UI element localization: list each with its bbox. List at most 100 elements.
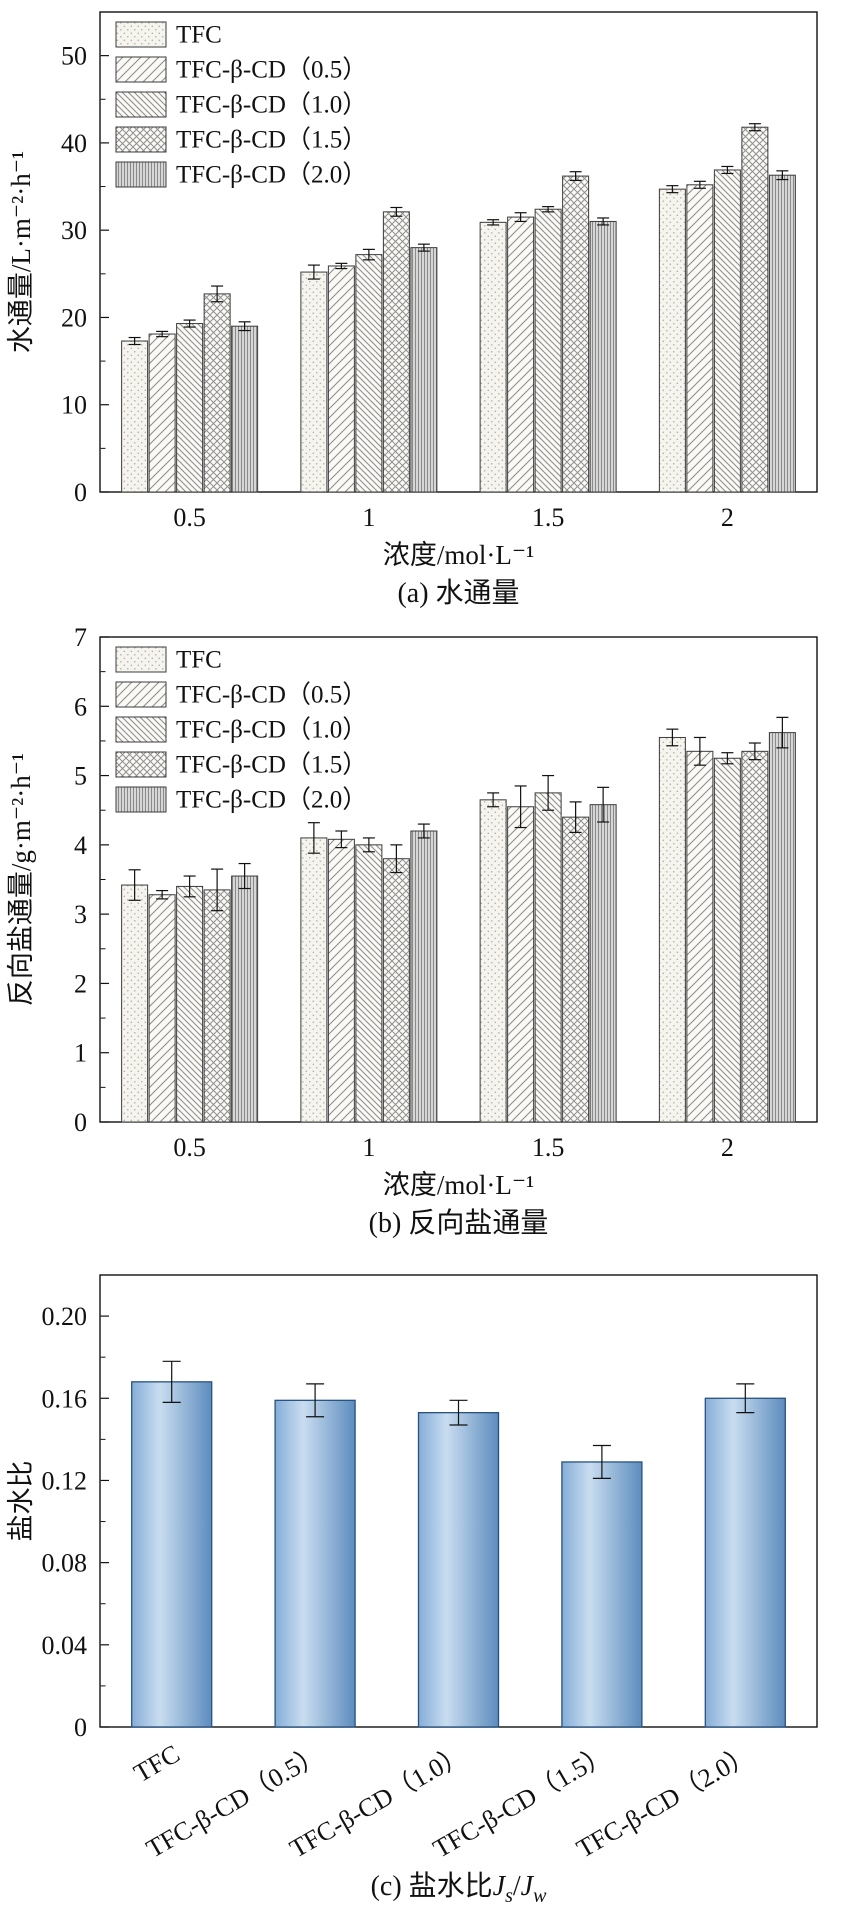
legend-swatch-TFC-β-CD（2.0） [115, 786, 167, 813]
y-tick-label: 5 [74, 762, 87, 791]
bar-TFC-β-CD（1.0）-1.5 [534, 792, 562, 1123]
bar-TFC-β-CD（0.5）-1 [327, 838, 355, 1123]
bar-TFC-β-CD（1.5）-2 [741, 126, 769, 493]
bar-TFC-β-CD（1.5）-1 [382, 858, 410, 1123]
bar-TFC-β-CD（1.0）-0.5 [176, 885, 204, 1123]
y-tick-label: 0.12 [42, 1466, 88, 1495]
caption: (b) 反向盐通量 [369, 1207, 549, 1239]
legend-label-TFC-β-CD（0.5）: TFC-β-CD（0.5） [176, 681, 367, 709]
x-tick-label: 1 [362, 503, 375, 532]
y-tick-label: 3 [74, 900, 87, 929]
chart-b-svg: 0 1 2 3 4 5 6 7 0.5 1 1.5 2 TFC TFC-β-CD（0.5） TFC-β-CD… [6, 623, 818, 1239]
bar-TFC-1.5 [479, 221, 507, 493]
bar-TFC-β-CD（2.0）-1 [410, 830, 438, 1123]
bar-TFC-1 [300, 837, 328, 1123]
bar-TFC-β-CD（1.5）-0.5 [203, 293, 231, 493]
y-tick-label: 0 [74, 1713, 87, 1742]
legend-swatch-TFC-β-CD（0.5） [115, 56, 167, 83]
y-tick-label: 20 [61, 303, 87, 332]
x-tick-label: 2 [721, 1133, 734, 1162]
y-tick-label: 7 [74, 625, 87, 652]
bar-TFC-1.5 [479, 799, 507, 1123]
y-axis-title: 盐水比 [6, 1461, 36, 1542]
x-axis-title: 浓度/mol·L⁻¹ [383, 1170, 534, 1200]
y-tick-label: 40 [61, 129, 87, 158]
plot-frame [99, 11, 818, 493]
bar-TFC-β-CD（0.5）-2 [686, 750, 714, 1123]
bar-TFC-β-CD（2.0） [704, 1397, 786, 1728]
legend-swatch-TFC [115, 646, 167, 673]
bar-TFC-β-CD（1.0）-1 [355, 844, 383, 1123]
chart-c-salt-water-ratio: 0 0.04 0.08 0.12 0.16 0.20 TFC TFC-β-CD（0.5） TFC… [0, 1255, 843, 1918]
y-tick-label: 0.04 [42, 1631, 88, 1660]
legend-label-TFC: TFC [176, 22, 222, 49]
legend-label-TFC-β-CD（1.5）: TFC-β-CD（1.5） [176, 126, 367, 154]
bar-TFC-β-CD（1.5）-1.5 [562, 816, 590, 1123]
x-tick-label: 1 [362, 1133, 375, 1162]
chart-a-water-flux: 0 10 20 30 40 50 0.5 1 1.5 2 TFC TFC-β-CD（0.5） TFC-β… [0, 0, 843, 625]
bar-TFC-2 [658, 736, 686, 1123]
bar-TFC-β-CD（1.0）-1.5 [534, 208, 562, 493]
x-axis-title: 浓度/mol·L⁻¹ [383, 540, 534, 570]
bar-TFC-β-CD（0.5）-1.5 [507, 806, 535, 1123]
bar-TFC-0.5 [121, 884, 149, 1123]
bar-TFC-2 [658, 188, 686, 493]
bar-TFC-β-CD（2.0）-2 [768, 174, 796, 493]
legend-swatch-TFC-β-CD（1.0） [115, 716, 167, 743]
bar-TFC-β-CD（2.0）-1.5 [589, 804, 617, 1123]
legend-label-TFC-β-CD（0.5）: TFC-β-CD（0.5） [176, 56, 367, 84]
x-tick-label: 1.5 [532, 503, 565, 532]
y-tick-label: 1 [74, 1039, 87, 1068]
legend-swatch-TFC-β-CD（0.5） [115, 681, 167, 708]
bar-TFC-β-CD（1.0）-1 [355, 254, 383, 493]
bar-TFC-β-CD（1.0）-0.5 [176, 323, 204, 493]
legend-swatch-TFC-β-CD（1.0） [115, 91, 167, 118]
bar-TFC-β-CD（0.5）-0.5 [148, 894, 176, 1123]
x-tick-label: 2 [721, 503, 734, 532]
chart-c-svg: 00.040.080.120.160.20TFCTFC-β-CD（0.5）TFC… [6, 1274, 818, 1907]
caption: (a) 水通量 [397, 577, 519, 609]
y-tick-label: 6 [74, 692, 87, 721]
x-tick-label: 0.5 [173, 503, 206, 532]
bar-TFC-β-CD（0.5）-1.5 [507, 216, 535, 493]
bar-TFC-β-CD（0.5） [274, 1399, 356, 1728]
legend-swatch-TFC [115, 21, 167, 48]
bar-TFC-β-CD（1.5）-0.5 [203, 889, 231, 1123]
legend-swatch-TFC-β-CD（1.5） [115, 126, 167, 153]
bar-TFC-1 [300, 271, 328, 493]
y-tick-label: 50 [61, 42, 87, 71]
chart-a-svg: 0 10 20 30 40 50 0.5 1 1.5 2 TFC TFC-β-CD（0.5） TFC-β… [6, 11, 818, 609]
y-tick-label: 0.08 [42, 1549, 88, 1578]
bar-TFC-β-CD（2.0）-2 [768, 732, 796, 1123]
y-tick-label: 30 [61, 216, 87, 245]
y-tick-label: 0.20 [42, 1302, 88, 1331]
bar-TFC-β-CD（0.5）-1 [327, 265, 355, 493]
legend-label-TFC: TFC [176, 647, 222, 674]
bar-TFC-β-CD（2.0）-0.5 [231, 875, 259, 1123]
bar-TFC-β-CD（0.5）-2 [686, 184, 714, 493]
bar-TFC-β-CD（1.5）-2 [741, 750, 769, 1123]
caption: (c) 盐水比Js/Jw [371, 1870, 548, 1907]
y-tick-label: 0 [74, 1108, 87, 1137]
bar-TFC-β-CD（1.5） [561, 1461, 643, 1728]
bar-TFC-β-CD（1.0） [417, 1412, 500, 1728]
y-tick-label: 10 [61, 391, 87, 420]
bar-TFC-0.5 [121, 340, 149, 493]
y-tick-label: 0 [74, 478, 87, 507]
bar-TFC-β-CD（2.0）-1 [410, 247, 438, 493]
bar-TFC [131, 1381, 213, 1728]
y-tick-label: 2 [74, 969, 87, 998]
legend-swatch-TFC-β-CD（1.5） [115, 751, 167, 778]
chart-b-reverse-salt-flux: 0 1 2 3 4 5 6 7 0.5 1 1.5 2 TFC TFC-β-CD（0.5） TFC-β-CD… [0, 623, 843, 1255]
bar-TFC-β-CD（1.0）-2 [713, 757, 741, 1123]
legend-label-TFC-β-CD（1.0）: TFC-β-CD（1.0） [176, 716, 367, 744]
bar-TFC-β-CD（1.5）-1.5 [562, 175, 590, 493]
legend-label-TFC-β-CD（2.0）: TFC-β-CD（2.0） [176, 161, 367, 189]
x-tick-label-TFC: TFC [129, 1739, 185, 1788]
y-tick-label: 0.16 [42, 1384, 88, 1413]
bar-TFC-β-CD（1.5）-1 [382, 211, 410, 493]
bar-TFC-β-CD（2.0）-1.5 [589, 220, 617, 493]
bar-TFC-β-CD（2.0）-0.5 [231, 325, 259, 493]
y-axis-title: 水通量/L·m⁻²·h⁻¹ [6, 151, 36, 353]
